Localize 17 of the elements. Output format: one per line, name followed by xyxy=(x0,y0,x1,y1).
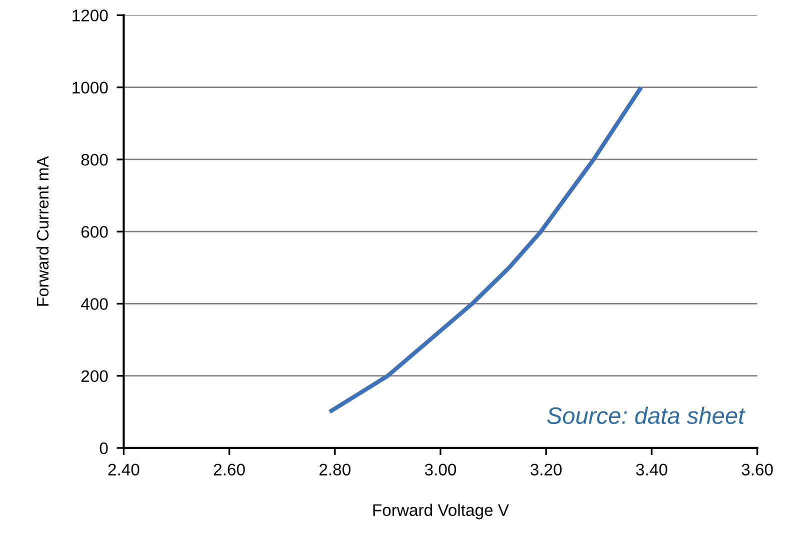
x-tick-label: 3.40 xyxy=(636,464,668,476)
y-tick-label: 800 xyxy=(81,154,108,166)
x-tick-label: 2.60 xyxy=(214,464,245,476)
y-tick-label: 0 xyxy=(100,442,108,454)
y-axis-title: Forward Current mA xyxy=(36,156,49,306)
x-axis-title: Forward Voltage V xyxy=(373,504,509,520)
y-tick-label: 1200 xyxy=(72,10,108,22)
x-tick-label: 3.60 xyxy=(742,464,773,476)
x-tick-label: 3.00 xyxy=(424,464,456,476)
y-tick-label: 400 xyxy=(81,298,108,310)
x-tick-label: 3.20 xyxy=(530,464,562,476)
y-tick-label: 1000 xyxy=(72,82,108,94)
y-tick-label: 600 xyxy=(81,226,108,238)
x-tick-label: 2.80 xyxy=(320,464,350,476)
x-tick-label: 2.40 xyxy=(108,464,140,476)
annotation: Source: data sheet xyxy=(547,406,746,424)
y-tick-label: 200 xyxy=(81,370,108,382)
